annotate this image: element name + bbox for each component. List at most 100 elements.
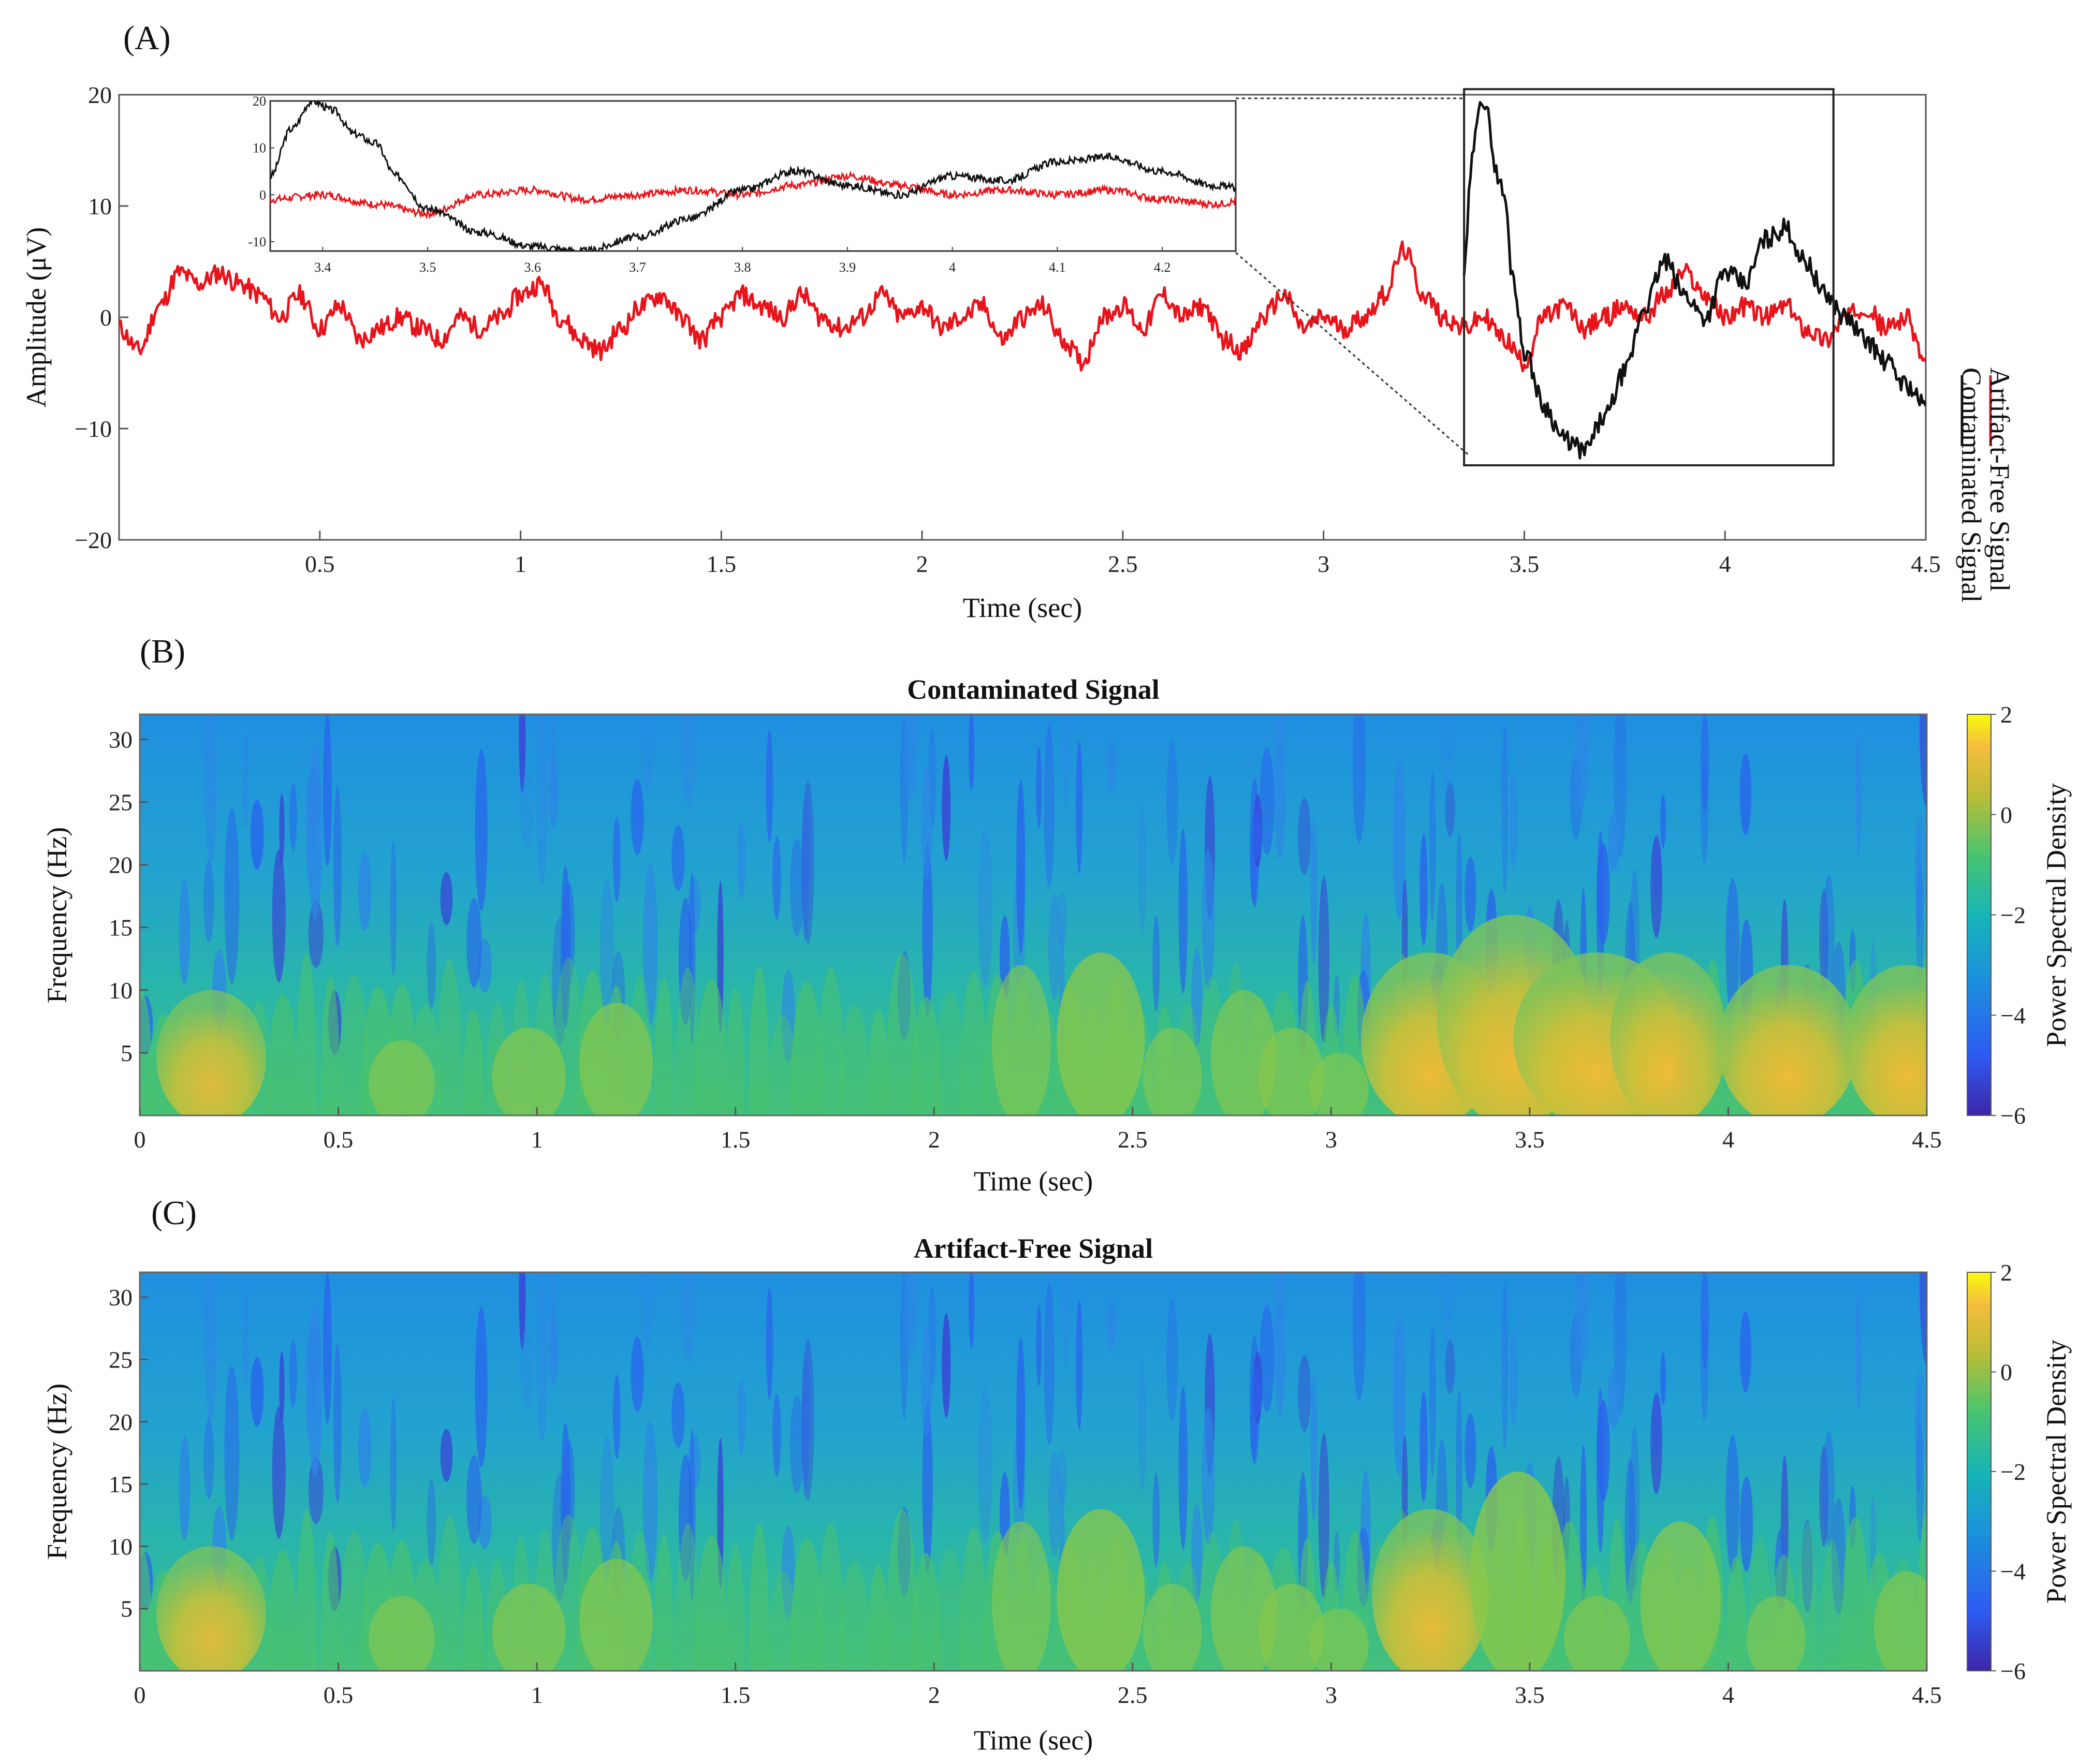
heatmap-y-tick-label: 20 — [109, 852, 133, 878]
psd-low-freq-band — [934, 1547, 965, 1671]
psd-low-streak — [1044, 725, 1055, 889]
psd-low-streak — [1916, 866, 1924, 986]
psd-low-streak — [1501, 725, 1508, 893]
psd-low-streak — [1596, 1388, 1604, 1553]
psd-low-streak — [250, 800, 264, 870]
heatmap-y-tick-label: 10 — [109, 977, 133, 1004]
psd-low-streak — [1260, 748, 1275, 855]
psd-low-streak — [782, 1525, 795, 1619]
inset-x-tick-label: 3.5 — [419, 260, 436, 275]
psd-low-streak — [1393, 1314, 1406, 1476]
psd-low-streak — [1465, 1414, 1476, 1488]
psd-low-streak — [562, 881, 575, 987]
psd-low-freq-band — [696, 979, 728, 1115]
psd-low-freq-band — [791, 982, 824, 1115]
b-frame — [139, 713, 1928, 1116]
psd-low-streak — [242, 1291, 249, 1386]
psd-low-streak — [969, 1272, 974, 1348]
colorbar-tick-label: −4 — [2000, 1559, 2026, 1585]
colorbar-tick-label: 2 — [2000, 1259, 2012, 1286]
psd-low-streak — [440, 1429, 453, 1482]
psd-low-freq-band — [934, 991, 965, 1115]
psd-low-streak — [1914, 812, 1926, 921]
psd-low-streak — [1739, 1311, 1752, 1393]
psd-low-freq-band — [654, 1534, 674, 1671]
inset-x-tick-label: 3.8 — [734, 260, 751, 275]
psd-low-streak — [466, 898, 482, 988]
psd-low-streak — [1650, 1393, 1662, 1495]
psd-hotspot — [992, 965, 1051, 1115]
psd-low-streak — [1419, 833, 1428, 946]
psd-low-streak — [1855, 1289, 1862, 1412]
psd-hotspot — [1874, 1571, 1927, 1671]
psd-low-streak — [1310, 818, 1318, 964]
psd-low-streak — [1700, 1319, 1709, 1421]
psd-low-streak — [1310, 1375, 1318, 1520]
psd-low-streak — [1191, 1504, 1203, 1603]
psd-low-freq-band — [912, 1553, 941, 1671]
inset-x-tick-label: 4.2 — [1154, 260, 1171, 275]
psd-low-streak — [1298, 1355, 1311, 1432]
psd-low-streak — [1701, 1272, 1709, 1369]
psd-low-streak — [1202, 850, 1215, 990]
psd-low-freq-band — [886, 1509, 919, 1671]
psd-low-streak — [475, 749, 488, 911]
psd-low-streak — [1725, 1434, 1740, 1574]
psd-low-streak — [519, 1272, 526, 1351]
inset-x-tick-label: 3.4 — [314, 260, 331, 275]
psd-low-streak — [333, 786, 342, 947]
heatmap-y-tick-label: 5 — [121, 1596, 133, 1622]
psd-low-streak — [1855, 732, 1862, 855]
psd-low-streak — [922, 1401, 933, 1572]
psd-low-streak — [1739, 1476, 1753, 1572]
psd-low-freq-band — [769, 1015, 797, 1115]
psd-hotspot — [1845, 965, 1927, 1115]
psd-low-streak — [1739, 753, 1752, 835]
a-x-tick-label: 2 — [916, 551, 928, 577]
psd-low-streak — [801, 781, 814, 944]
a-x-tick-label: 0.5 — [305, 551, 335, 577]
a-x-tick-label: 4 — [1719, 551, 1731, 577]
legend-contaminated-label: Contaminated Signal — [1956, 368, 1987, 602]
psd-low-freq-band — [321, 1532, 340, 1671]
psd-low-streak — [562, 1438, 575, 1544]
psd-hotspot — [1610, 952, 1728, 1115]
psd-low-streak — [1057, 891, 1067, 948]
psd-low-streak — [519, 714, 526, 793]
psd-low-streak — [427, 922, 436, 1010]
panel-b: (B) Contaminated Signal 0 0.5 1 1.5 2 2.5 3 3.5… — [41, 633, 2072, 1197]
psd-low-streak — [1062, 714, 1070, 811]
inset-y-tick-label: 20 — [253, 94, 266, 109]
psd-low-streak — [1352, 714, 1366, 844]
heatmap-x-tick-label: 0.5 — [324, 1682, 354, 1708]
psd-low-streak — [801, 798, 811, 902]
panel-c: (C) Artifact-Free Signal 0 0.5 1 1.5 2 2.5 3 3.… — [41, 1194, 2072, 1756]
heatmap-y-tick-label: 30 — [109, 726, 133, 753]
psd-low-streak — [737, 1378, 746, 1456]
heatmap-x-tick-label: 0 — [134, 1126, 146, 1153]
psd-low-streak — [1036, 1304, 1042, 1387]
inset-x-tick-label: 3.9 — [839, 260, 856, 275]
psd-low-freq-band — [676, 967, 700, 1115]
psd-low-streak — [1166, 741, 1178, 866]
psd-low-streak — [903, 1272, 917, 1359]
psd-low-freq-band — [296, 952, 317, 1115]
psd-hotspot — [1564, 1596, 1631, 1671]
b-title: Contaminated Signal — [907, 674, 1160, 705]
inset-y-tick-label: 0 — [259, 187, 266, 202]
psd-low-streak — [1298, 798, 1311, 875]
heatmap-x-tick-label: 4 — [1722, 1126, 1734, 1153]
psd-low-streak — [250, 1357, 264, 1427]
psd-low-streak — [203, 860, 214, 943]
psd-low-streak — [1178, 829, 1188, 994]
psd-low-streak — [179, 879, 191, 984]
psd-low-streak — [641, 714, 653, 790]
psd-low-streak — [1701, 714, 1709, 811]
psd-low-streak — [520, 769, 535, 850]
psd-low-streak — [224, 1365, 240, 1540]
inset-y-tick-label: 10 — [253, 141, 266, 156]
psd-low-freq-band — [463, 1565, 484, 1671]
psd-low-streak — [631, 1336, 644, 1412]
psd-low-streak — [1274, 1272, 1286, 1417]
psd-low-freq-band — [960, 1527, 988, 1671]
